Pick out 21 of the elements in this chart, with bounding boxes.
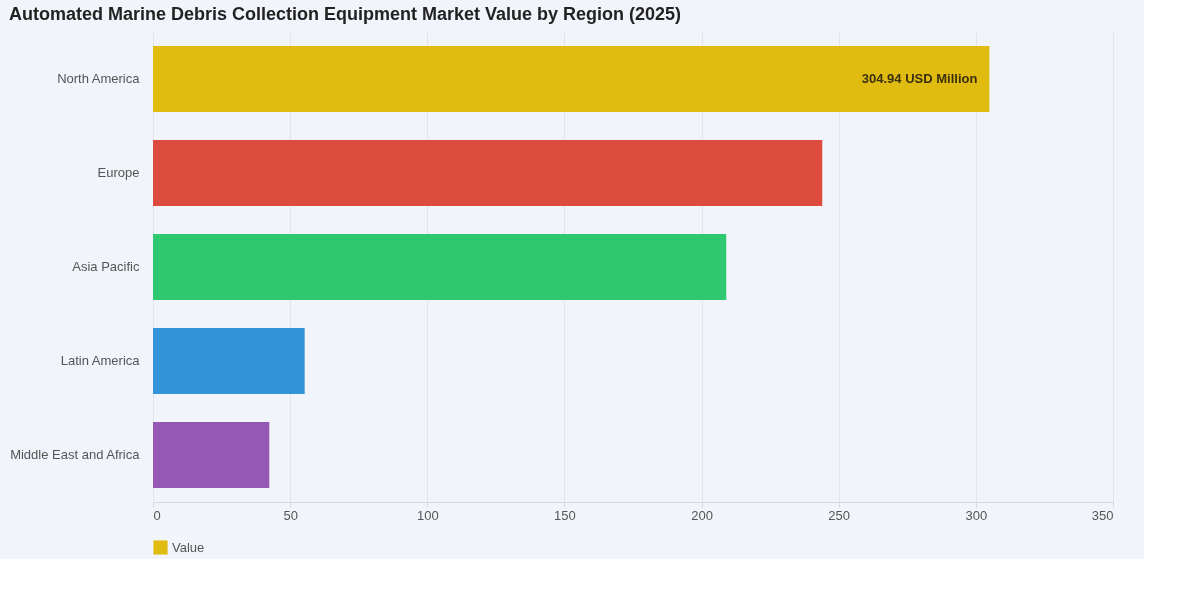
- x-tick-label: 250: [828, 507, 851, 523]
- y-tick-label: Asia Pacific: [72, 259, 140, 274]
- x-tick-label: 100: [416, 507, 439, 523]
- bar: [153, 328, 305, 394]
- legend-label: Value: [172, 539, 205, 555]
- bar: [153, 140, 823, 206]
- chart-title: Automated Marine Debris Collection Equipment Market Value by Region (2025): [8, 4, 682, 24]
- x-tick-label: 200: [691, 507, 713, 523]
- y-tick-label: Europe: [97, 165, 140, 180]
- bar: [153, 234, 727, 300]
- bar: [153, 422, 270, 488]
- x-tick-label: 0: [153, 507, 161, 523]
- y-tick-label: Middle East and Africa: [10, 447, 141, 462]
- x-tick-label: 300: [965, 507, 988, 523]
- text: 304.94 USD Million: [861, 71, 978, 86]
- x-tick-label: 150: [554, 507, 576, 523]
- bar: [153, 46, 990, 112]
- x-tick-label: 50: [283, 507, 298, 523]
- y-tick-label: Latin America: [60, 353, 141, 368]
- y-tick-label: North America: [57, 71, 141, 86]
- x-tick-label: 350: [1091, 507, 1114, 523]
